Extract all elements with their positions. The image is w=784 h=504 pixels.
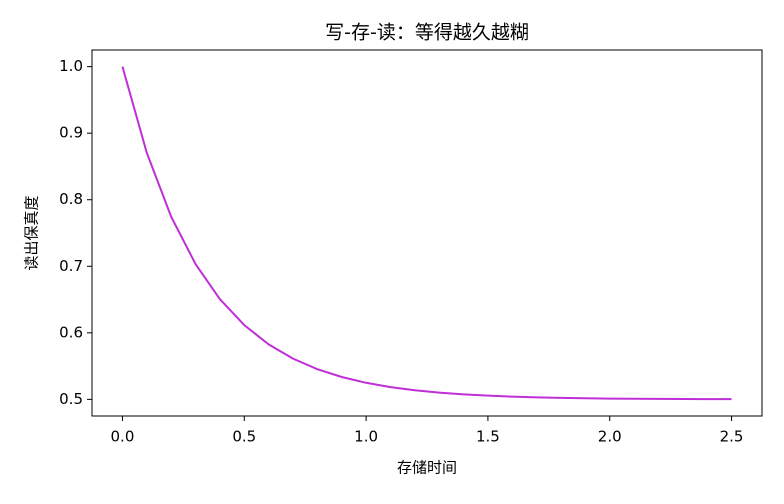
y-tick-label: 0.8: [59, 190, 83, 208]
x-axis-label: 存储时间: [397, 459, 457, 477]
x-tick-label: 0.0: [111, 428, 135, 446]
plot-frame: [91, 49, 763, 417]
y-tick-label: 1.0: [59, 57, 83, 75]
y-tick-label: 0.6: [59, 323, 83, 341]
y-axis-label: 读出保真度: [23, 195, 41, 270]
y-tick-label: 0.9: [59, 124, 83, 142]
y-tick-label: 0.5: [59, 390, 83, 408]
x-tick-label: 0.5: [232, 428, 256, 446]
x-tick-label: 2.5: [720, 428, 744, 446]
x-tick-label: 1.5: [476, 428, 500, 446]
data-line: [121, 66, 732, 401]
chart-title: 写-存-读：等得越久越糊: [325, 22, 529, 44]
x-tick-label: 1.0: [354, 428, 378, 446]
y-tick-label: 0.7: [59, 257, 83, 275]
x-tick-label: 2.0: [598, 428, 622, 446]
